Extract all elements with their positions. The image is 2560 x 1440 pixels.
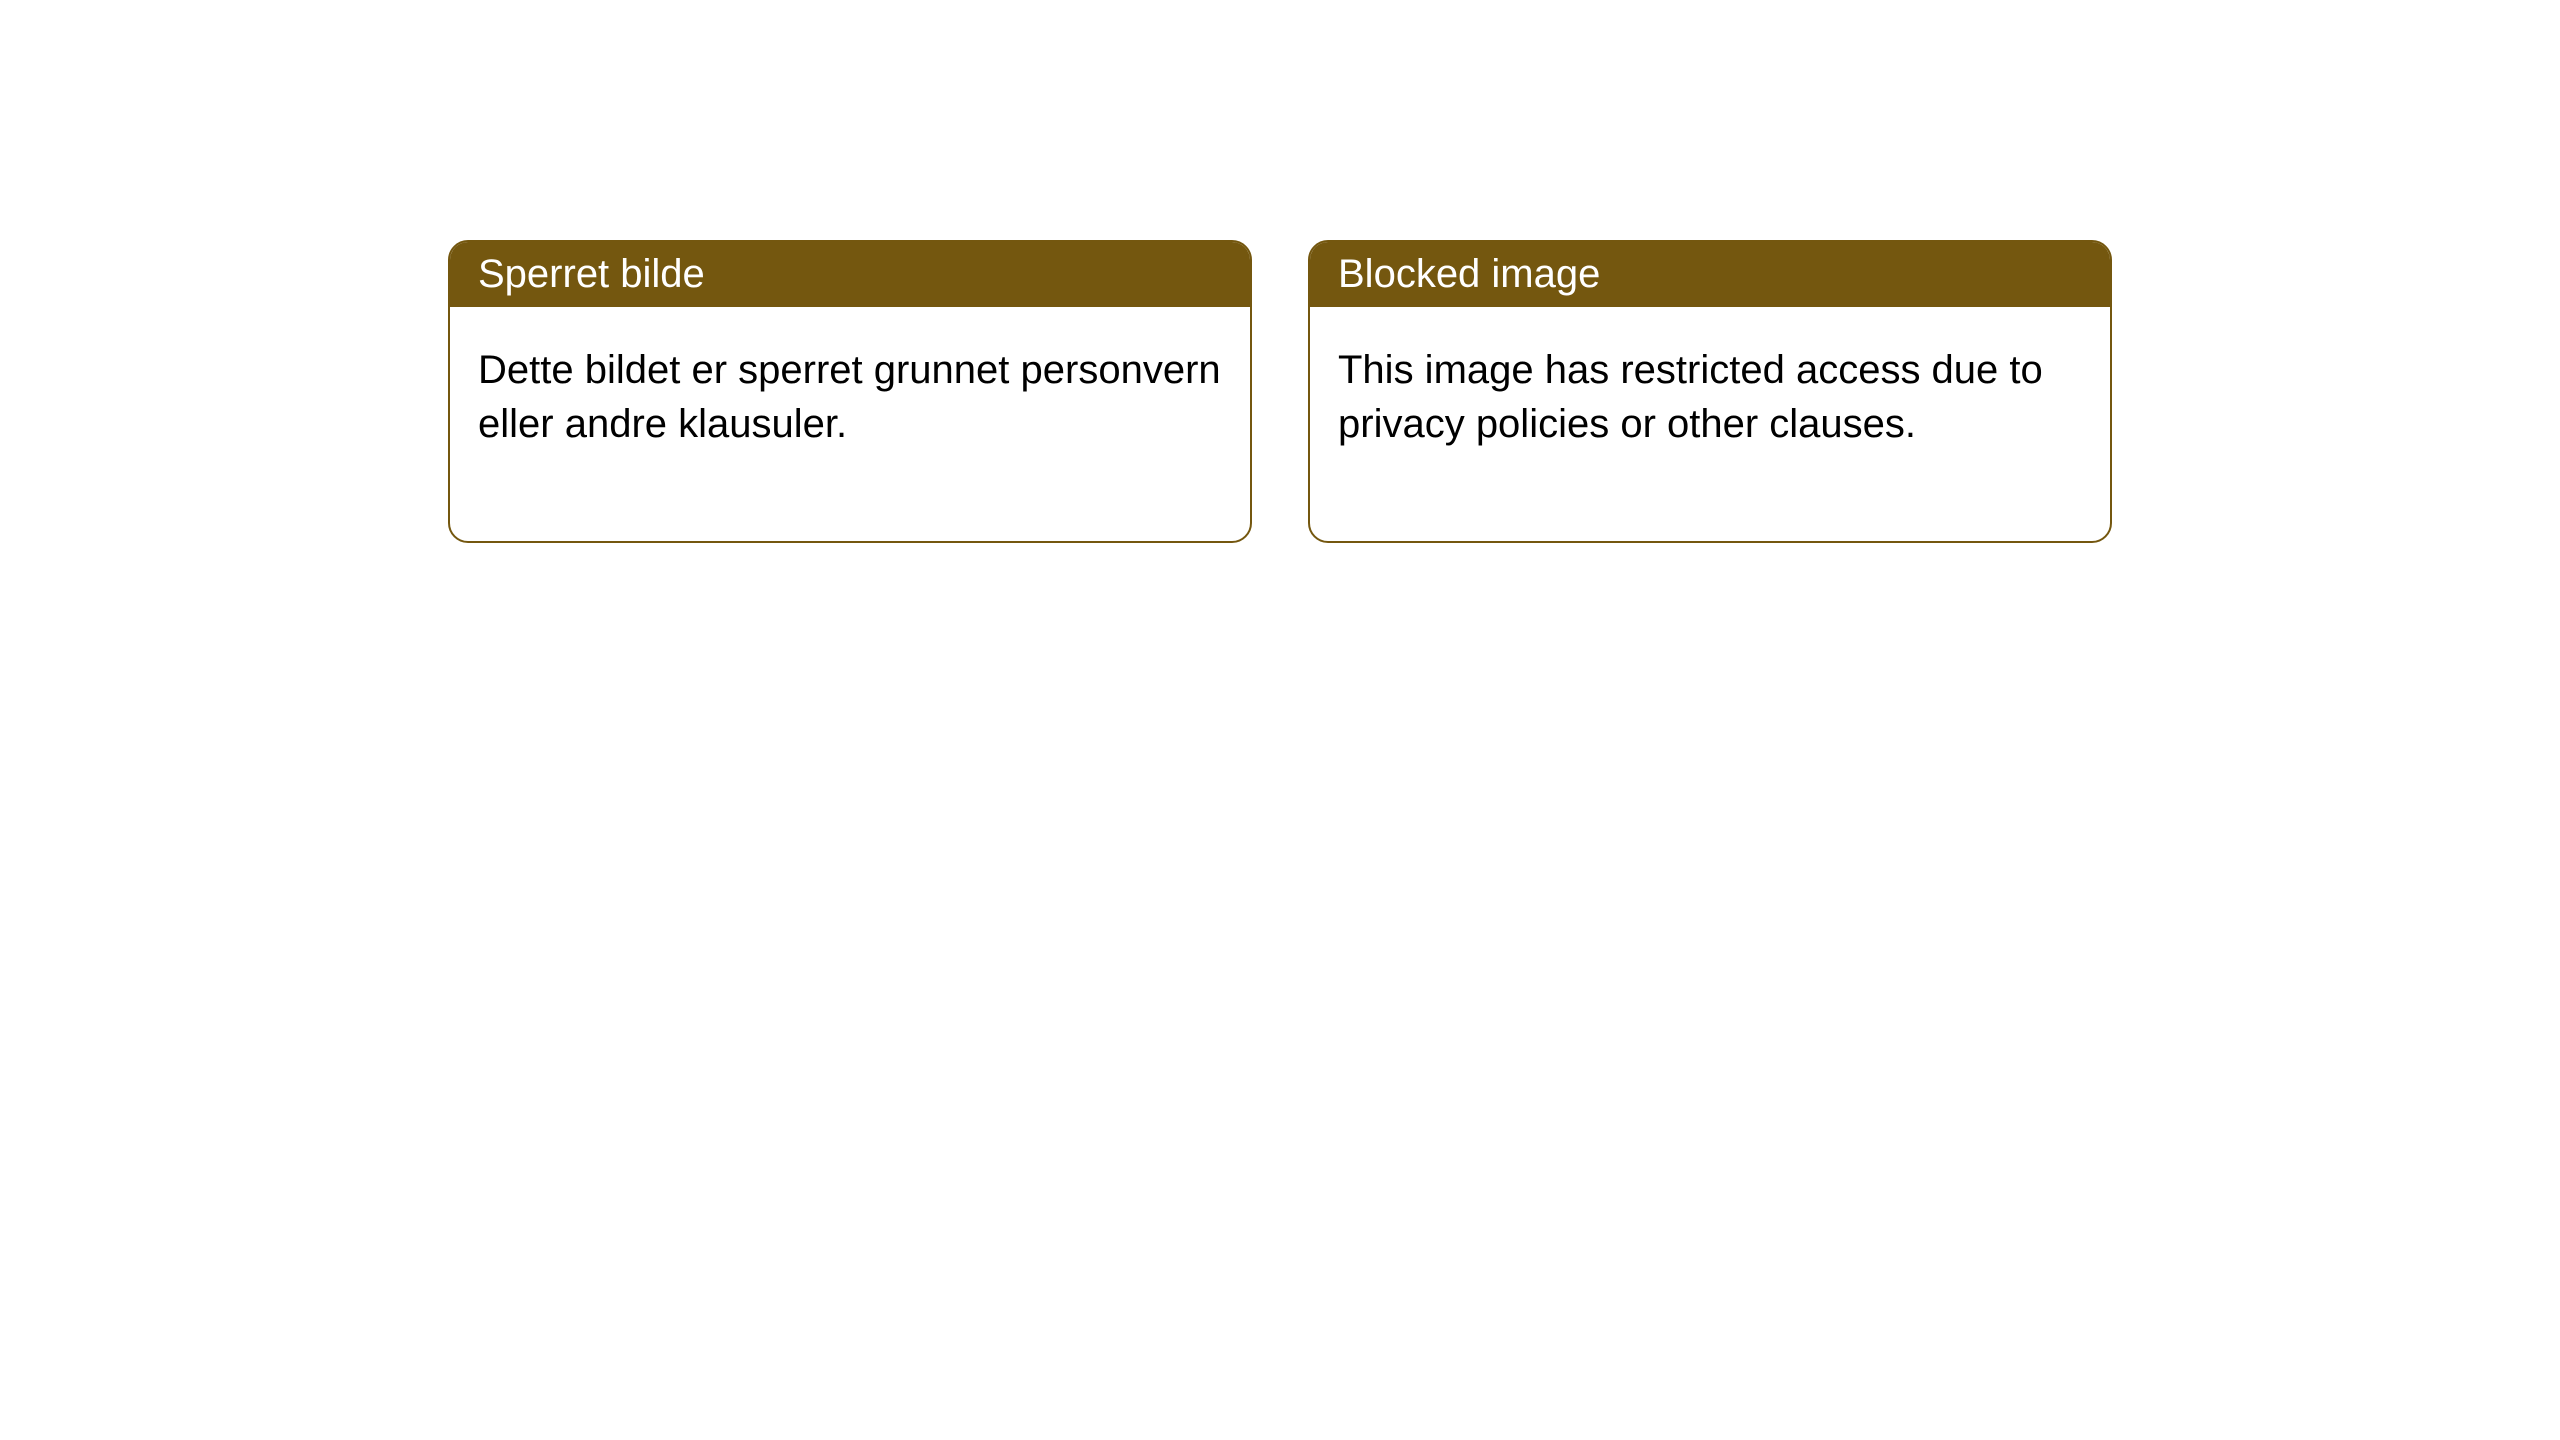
card-header: Sperret bilde bbox=[450, 242, 1250, 307]
card-header: Blocked image bbox=[1310, 242, 2110, 307]
notice-container: Sperret bilde Dette bildet er sperret gr… bbox=[0, 0, 2560, 543]
blocked-image-card-no: Sperret bilde Dette bildet er sperret gr… bbox=[448, 240, 1252, 543]
card-body-text: Dette bildet er sperret grunnet personve… bbox=[478, 348, 1221, 446]
card-body-text: This image has restricted access due to … bbox=[1338, 348, 2043, 446]
card-title: Sperret bilde bbox=[478, 252, 705, 296]
card-body: Dette bildet er sperret grunnet personve… bbox=[450, 307, 1250, 541]
card-title: Blocked image bbox=[1338, 252, 1600, 296]
blocked-image-card-en: Blocked image This image has restricted … bbox=[1308, 240, 2112, 543]
card-body: This image has restricted access due to … bbox=[1310, 307, 2110, 541]
